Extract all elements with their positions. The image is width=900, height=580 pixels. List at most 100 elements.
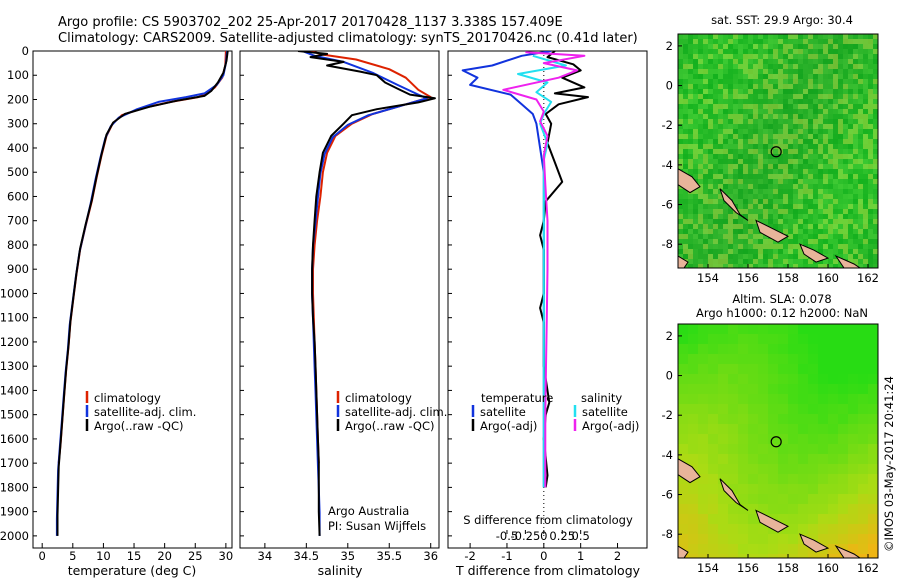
map-cell: [718, 219, 723, 224]
map-cell: [803, 49, 808, 54]
map-cell: [693, 124, 698, 129]
map-cell: [778, 544, 788, 554]
map-cell: [798, 194, 803, 199]
map-cell: [703, 114, 708, 119]
map-cell: [763, 204, 768, 209]
map-cell: [788, 239, 793, 244]
map-cell: [858, 154, 863, 159]
map-cell: [858, 74, 863, 79]
map-cell: [798, 69, 803, 74]
map-cell: [838, 474, 848, 484]
map-cell: [848, 544, 858, 554]
map-cell: [768, 169, 773, 174]
map-cell: [863, 74, 868, 79]
map-cell: [688, 494, 698, 504]
map-cell: [778, 244, 783, 249]
map-cell: [833, 119, 838, 124]
map-cell: [708, 514, 718, 524]
map-cell: [733, 184, 738, 189]
map-cell: [713, 264, 718, 268]
map-cell: [718, 239, 723, 244]
map-cell: [683, 249, 688, 254]
map-cell: [768, 239, 773, 244]
map-cell: [723, 174, 728, 179]
map-cell: [723, 119, 728, 124]
map-cell: [728, 404, 738, 414]
map-cell: [828, 39, 833, 44]
map-cell: [848, 179, 853, 184]
map-cell: [728, 354, 738, 364]
map-cell: [798, 94, 803, 99]
map-cell: [758, 199, 763, 204]
map-cell: [743, 164, 748, 169]
map-cell: [753, 69, 758, 74]
map-cell: [803, 54, 808, 59]
map-cell: [683, 254, 688, 259]
map-cell: [778, 414, 788, 424]
map-cell: [868, 79, 873, 84]
map-cell: [743, 119, 748, 124]
map-cell: [753, 174, 758, 179]
map-cell: [863, 149, 868, 154]
map-cell: [723, 159, 728, 164]
map-cell: [713, 44, 718, 49]
map-cell: [738, 129, 743, 134]
map-cell: [818, 74, 823, 79]
map-cell: [833, 179, 838, 184]
map-cell: [713, 149, 718, 154]
map-cell: [793, 264, 798, 268]
map-y-tick-label: -4: [662, 448, 673, 462]
map-cell: [783, 189, 788, 194]
map-cell: [838, 84, 843, 89]
map-cell: [698, 84, 703, 89]
island: [799, 243, 830, 263]
map-cell: [748, 334, 758, 344]
map-cell: [868, 494, 878, 504]
map-cell: [748, 464, 758, 474]
map-cell: [708, 244, 713, 249]
map-cell: [873, 149, 878, 154]
map-cell: [873, 139, 878, 144]
map-cell: [738, 494, 748, 504]
map-cell: [763, 89, 768, 94]
map-cell: [823, 124, 828, 129]
map-cell: [788, 169, 793, 174]
map-cell: [818, 179, 823, 184]
map-cell: [763, 189, 768, 194]
map-cell: [788, 224, 793, 229]
map-cell: [813, 209, 818, 214]
map-cell: [708, 39, 713, 44]
map-cell: [683, 229, 688, 234]
map-cell: [803, 69, 808, 74]
map-cell: [738, 64, 743, 69]
map-cell: [718, 49, 723, 54]
map-cell: [818, 259, 823, 264]
map-cell: [843, 169, 848, 174]
map-cell: [758, 154, 763, 159]
map-cell: [713, 54, 718, 59]
map-cell: [788, 434, 798, 444]
map-cell: [678, 99, 683, 104]
map-cell: [838, 69, 843, 74]
map-cell: [698, 94, 703, 99]
map-cell: [708, 394, 718, 404]
map-cell: [843, 204, 848, 209]
map-cell: [828, 104, 833, 109]
map-cell: [808, 134, 813, 139]
map-cell: [683, 164, 688, 169]
map-cell: [873, 49, 878, 54]
map-cell: [788, 39, 793, 44]
map-cell: [753, 49, 758, 54]
map-cell: [838, 159, 843, 164]
map-cell: [798, 139, 803, 144]
map-cell: [823, 184, 828, 189]
map-cell: [733, 89, 738, 94]
map-cell: [788, 114, 793, 119]
map-cell: [848, 534, 858, 544]
map-cell: [848, 384, 858, 394]
map-cell: [763, 84, 768, 89]
map-cell: [838, 534, 848, 544]
map-cell: [753, 54, 758, 59]
map-cell: [738, 114, 743, 119]
